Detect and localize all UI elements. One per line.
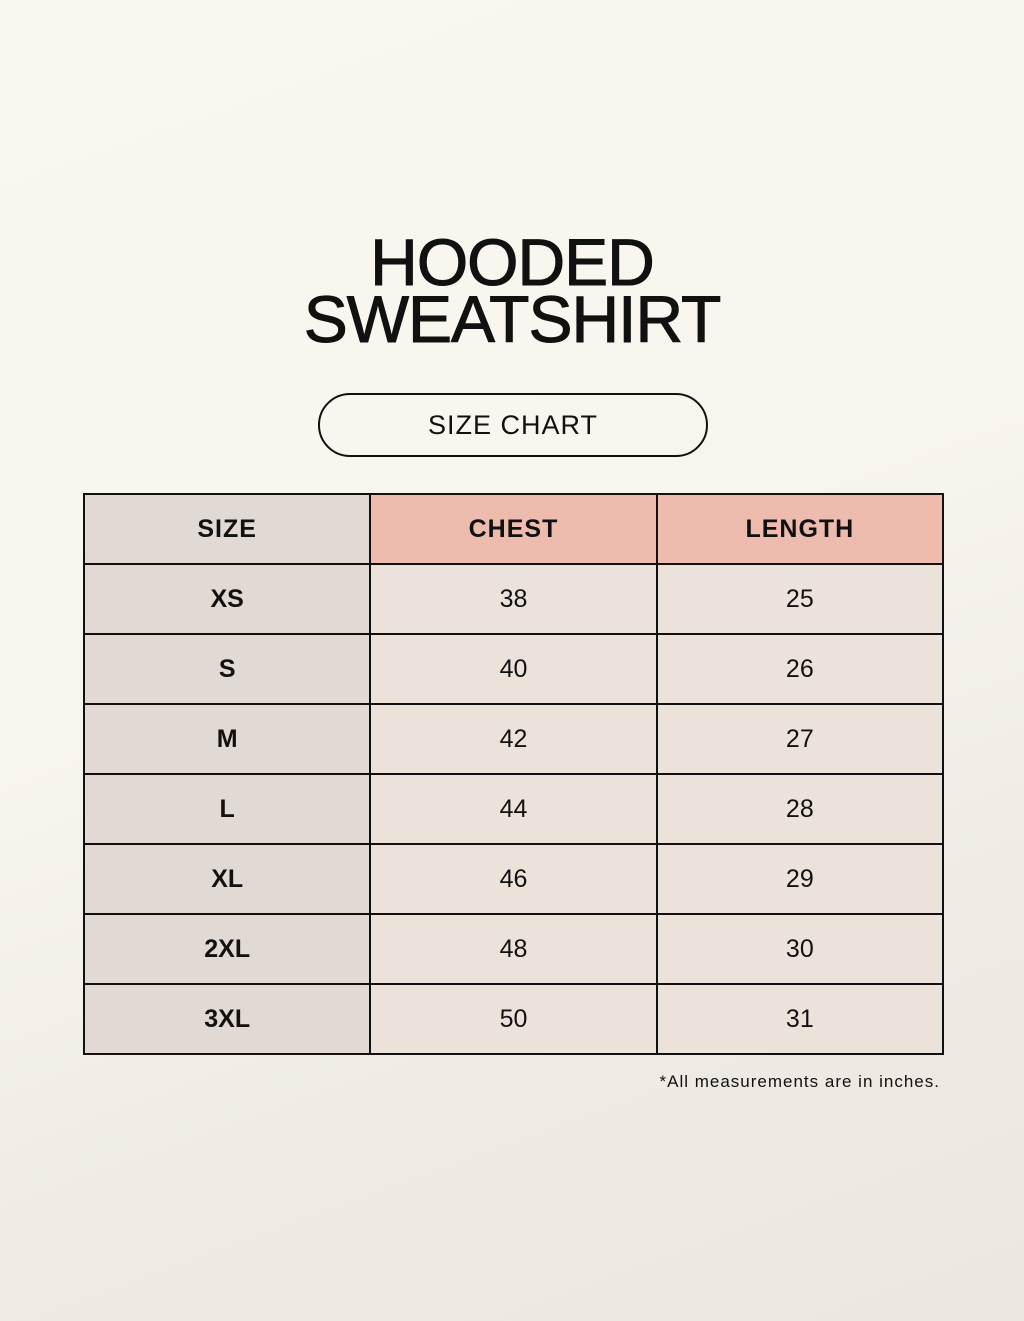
cell-length: 31	[655, 983, 945, 1055]
header-chest: CHEST	[369, 493, 658, 565]
measurement-note: *All measurements are in inches.	[659, 1072, 940, 1091]
cell-chest: 42	[369, 703, 658, 775]
cell-length: 30	[655, 913, 945, 985]
table-row: XS 38 25	[82, 563, 945, 635]
cell-length: 25	[655, 563, 945, 635]
header-size: SIZE	[82, 493, 372, 565]
cell-length: 28	[655, 773, 945, 845]
cell-chest: 50	[369, 983, 658, 1055]
cell-chest: 48	[369, 913, 658, 985]
header-length: LENGTH	[655, 493, 945, 565]
cell-length: 26	[655, 633, 945, 705]
cell-chest: 38	[369, 563, 658, 635]
cell-size: XL	[82, 843, 372, 915]
cell-size: L	[82, 773, 372, 845]
cell-size: XS	[82, 563, 372, 635]
table-row: L 44 28	[82, 773, 945, 845]
cell-size: M	[82, 703, 372, 775]
cell-size: 2XL	[82, 913, 372, 985]
cell-length: 29	[655, 843, 945, 915]
table-row: S 40 26	[82, 633, 945, 705]
table-header-row: SIZE CHEST LENGTH	[82, 493, 945, 565]
table-row: 3XL 50 31	[82, 983, 945, 1055]
cell-chest: 44	[369, 773, 658, 845]
table-row: M 42 27	[82, 703, 945, 775]
table-row: 2XL 48 30	[82, 913, 945, 985]
cell-chest: 46	[369, 843, 658, 915]
title-line-1: HOODED	[370, 225, 656, 299]
cell-chest: 40	[369, 633, 658, 705]
cell-length: 27	[655, 703, 945, 775]
table-row: XL 46 29	[82, 843, 945, 915]
size-chart-label: SIZE CHART	[318, 393, 708, 457]
page-title: HOODED SWEATSHIRT	[0, 225, 1024, 356]
cell-size: S	[82, 633, 372, 705]
title-line-2: SWEATSHIRT	[303, 282, 722, 356]
size-table: SIZE CHEST LENGTH XS 38 25 S 40 26 M 42 27 L 44 28 X…	[82, 493, 945, 1055]
cell-size: 3XL	[82, 983, 372, 1055]
